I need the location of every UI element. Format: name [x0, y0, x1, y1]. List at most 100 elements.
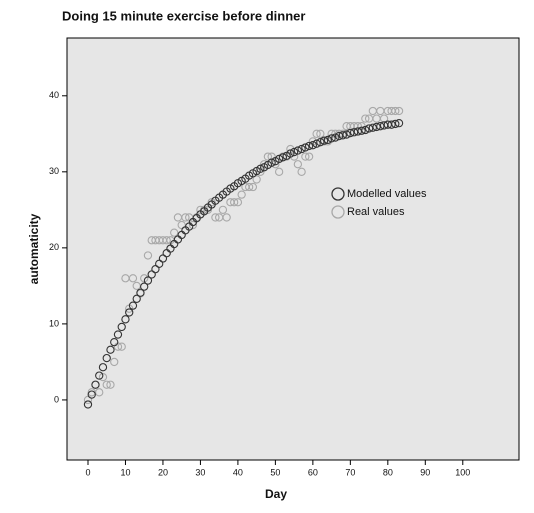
point: [323, 135, 333, 145]
point: [110, 357, 119, 367]
point: [233, 198, 243, 207]
point: [334, 131, 344, 141]
point: [98, 372, 108, 382]
point: [274, 167, 284, 176]
y-tick-label: 40: [49, 90, 59, 100]
point: [376, 122, 385, 131]
point: [274, 154, 284, 164]
point: [222, 213, 231, 222]
y-tick-label: 30: [49, 166, 59, 176]
x-tick-label: 40: [233, 467, 243, 477]
x-tick-label: 80: [383, 467, 393, 477]
point: [391, 106, 400, 116]
point: [128, 301, 138, 310]
point: [87, 390, 96, 399]
point: [301, 143, 310, 152]
y-axis-label: automaticity: [27, 213, 41, 284]
point: [162, 236, 171, 245]
y-tick-label: 20: [49, 242, 59, 252]
point: [394, 119, 404, 128]
point: [338, 131, 347, 140]
legend-marker: [331, 187, 345, 201]
point: [121, 315, 130, 324]
point: [316, 138, 325, 147]
point: [312, 139, 321, 148]
point: [297, 144, 306, 154]
x-tick-label: 50: [270, 467, 280, 477]
point: [244, 182, 254, 192]
point: [252, 175, 261, 184]
point: [106, 380, 115, 389]
legend-label: Real values: [347, 206, 405, 218]
x-tick-label: 90: [420, 467, 430, 477]
point: [301, 152, 310, 161]
point: [346, 128, 355, 138]
point: [394, 106, 404, 116]
point: [237, 190, 246, 199]
point: [263, 152, 273, 161]
x-tick-label: 20: [158, 467, 168, 477]
point: [188, 220, 198, 230]
point: [83, 400, 93, 409]
x-axis-label: Day: [265, 487, 287, 501]
point: [286, 149, 295, 158]
point: [278, 153, 288, 162]
point: [308, 141, 318, 150]
point: [391, 119, 400, 129]
point: [230, 198, 239, 207]
legend-label: Modelled values: [347, 188, 427, 200]
point: [117, 322, 126, 332]
plot-area: [66, 37, 520, 461]
point: [372, 122, 381, 132]
point: [95, 371, 104, 380]
point: [304, 152, 314, 161]
point: [293, 160, 303, 169]
point: [125, 308, 134, 317]
point: [91, 380, 100, 389]
point: [387, 120, 396, 129]
point: [256, 164, 265, 173]
point: [304, 141, 314, 151]
point: [170, 228, 179, 237]
point: [357, 126, 366, 135]
point: [143, 251, 153, 260]
point: [181, 213, 190, 222]
point: [316, 129, 325, 138]
point: [364, 124, 374, 133]
point: [361, 114, 370, 123]
point: [218, 205, 228, 214]
x-tick-label: 10: [120, 467, 130, 477]
point: [342, 130, 351, 139]
point: [297, 167, 306, 176]
point: [327, 134, 336, 143]
point: [140, 282, 149, 291]
point: [312, 129, 321, 138]
point: [361, 125, 370, 135]
point: [106, 345, 115, 354]
point: [293, 146, 303, 155]
point: [136, 288, 145, 297]
point: [110, 337, 119, 347]
point: [248, 182, 258, 192]
x-tick-label: 100: [455, 467, 470, 477]
point: [128, 274, 138, 283]
point: [102, 353, 111, 363]
point: [211, 213, 220, 222]
point: [117, 342, 126, 351]
x-tick-label: 60: [308, 467, 318, 477]
point: [267, 158, 276, 167]
point: [132, 294, 141, 303]
point: [368, 123, 377, 132]
point: [331, 133, 340, 142]
x-tick-label: 70: [345, 467, 355, 477]
point: [98, 363, 108, 372]
point: [113, 330, 123, 339]
point: [353, 127, 362, 136]
point: [319, 136, 329, 145]
x-tick-label: 0: [85, 467, 90, 477]
point: [102, 380, 111, 389]
y-tick-label: 10: [49, 318, 59, 328]
x-tick-label: 30: [195, 467, 205, 477]
chart-title: Doing 15 minute exercise before dinner: [62, 8, 305, 23]
